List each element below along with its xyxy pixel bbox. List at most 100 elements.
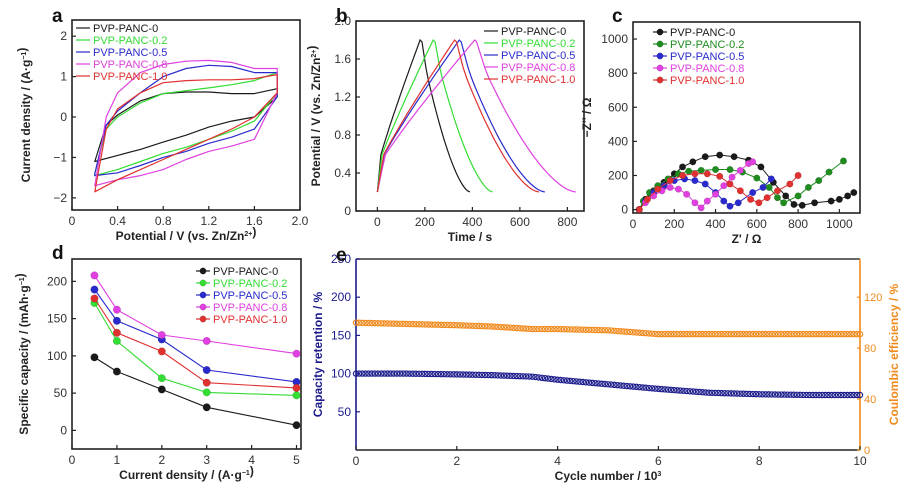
data-point (535, 374, 542, 381)
data-point (841, 330, 848, 338)
data-point (648, 385, 656, 392)
data-point (381, 370, 388, 377)
series-line (94, 74, 278, 193)
data-point (463, 322, 470, 329)
data-point (733, 390, 741, 397)
y-tick-label: 0.4 (334, 166, 351, 180)
data-point (771, 330, 779, 338)
data-point (757, 163, 765, 171)
data-point (387, 370, 394, 377)
data-point (721, 389, 728, 397)
data-point (825, 168, 833, 176)
data-point (812, 391, 820, 399)
legend-marker (199, 315, 207, 323)
legend-label: PVP-PANC-0.5 (213, 290, 287, 302)
data-point (756, 330, 763, 338)
data-point (759, 391, 766, 398)
legend-item: PVP-PANC-0 (196, 266, 278, 278)
data-point (811, 199, 819, 207)
data-point (472, 371, 479, 378)
data-point (691, 177, 699, 185)
data-point (444, 371, 451, 378)
x-tick-label: 0 (374, 215, 381, 229)
data-point (780, 199, 788, 207)
data-point (422, 370, 429, 378)
data-point (762, 391, 769, 398)
data-point (157, 385, 166, 394)
data-point (752, 390, 760, 398)
data-point (589, 379, 596, 387)
data-point (478, 371, 486, 379)
data-point (633, 329, 640, 336)
data-point (403, 320, 410, 328)
data-point (488, 323, 495, 330)
data-point (384, 370, 391, 377)
data-point (768, 391, 776, 398)
data-point (431, 321, 438, 328)
data-point (510, 372, 517, 380)
y-tick-label: −1 (53, 150, 67, 164)
data-point (839, 157, 848, 165)
data-point (822, 391, 829, 399)
data-point (734, 199, 742, 207)
data-point (630, 383, 637, 390)
legend-marker (656, 76, 664, 84)
data-point (683, 387, 690, 395)
data-point (774, 391, 782, 398)
y-axis-label-right: Coulombic efficiency / % (887, 283, 901, 425)
data-point (759, 330, 766, 338)
data-point (841, 391, 848, 399)
data-point (834, 330, 842, 338)
data-point (655, 385, 662, 393)
data-point (630, 329, 637, 336)
data-point (699, 389, 706, 396)
x-tick-label: 4 (554, 454, 561, 468)
data-point (796, 391, 804, 399)
data-point (856, 391, 864, 399)
data-point (693, 330, 700, 338)
data-point (715, 389, 722, 397)
data-point (516, 325, 524, 332)
data-point (697, 166, 705, 174)
data-point (378, 320, 385, 327)
data-point (774, 330, 782, 338)
data-point (422, 321, 429, 328)
data-point (847, 330, 854, 338)
data-point (112, 328, 121, 337)
data-point (771, 391, 779, 398)
x-tick-label: 800 (557, 215, 577, 229)
data-point (494, 372, 501, 379)
x-tick-label: 0 (353, 454, 360, 468)
data-point (526, 325, 533, 333)
data-point (415, 321, 423, 328)
data-point (450, 371, 457, 378)
data-point (504, 324, 511, 331)
data-point (702, 389, 709, 396)
y-axis-label: Capacity retention / % (311, 291, 325, 417)
data-point (157, 347, 166, 356)
x-tick-label: 8 (756, 454, 763, 468)
data-point (551, 325, 558, 333)
data-point (787, 330, 794, 338)
data-point (652, 330, 659, 338)
data-point (459, 371, 467, 378)
panel-label-d: d (52, 243, 64, 264)
data-point (428, 370, 435, 378)
data-point (765, 183, 773, 191)
legend-marker (656, 52, 664, 60)
data-point (794, 171, 802, 180)
data-point (686, 388, 694, 395)
data-point (726, 202, 734, 210)
chart-b-gcd: 0 200 400 600 800 0 0.4 0.8 1.2 1.6 2.0 Time / s Pot… (305, 14, 585, 244)
data-point (762, 330, 769, 338)
data-point (737, 330, 744, 338)
legend-label: PVP-PANC-0 (501, 26, 566, 38)
x-axis-label: Z' / Ω (732, 232, 762, 246)
data-point (513, 372, 520, 380)
data-point (573, 378, 580, 385)
data-point (740, 330, 747, 338)
data-point (441, 321, 448, 329)
data-point (475, 371, 483, 379)
data-point (434, 370, 442, 378)
data-point (666, 177, 674, 185)
